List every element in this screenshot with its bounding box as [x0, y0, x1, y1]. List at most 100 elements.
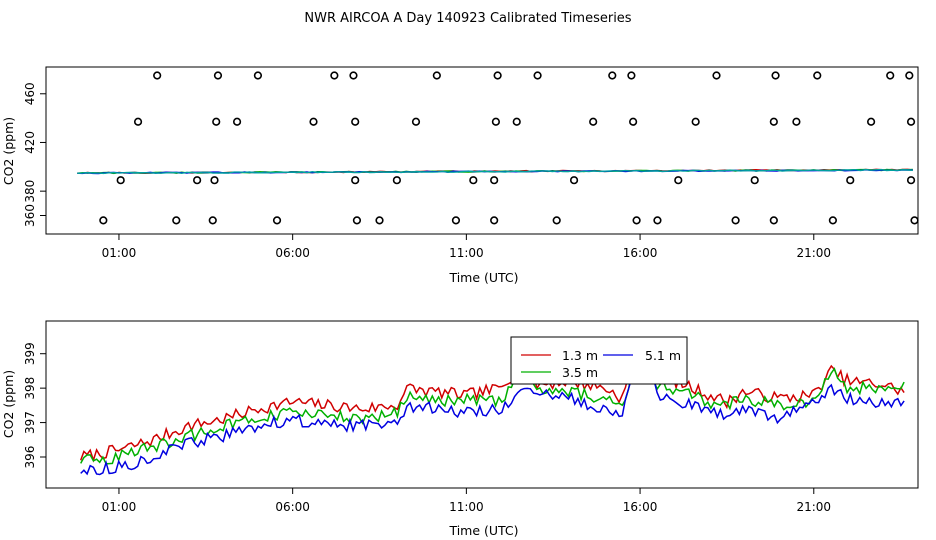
flagged-point: [552, 216, 561, 225]
flagged-point: [792, 117, 801, 126]
flagged-point: [349, 71, 358, 80]
series-line-5-1-m: [80, 346, 905, 476]
flagged-point: [213, 71, 223, 80]
flagged-point: [253, 71, 263, 80]
flagged-point: [750, 176, 759, 185]
y-tick-label: 360: [23, 204, 37, 227]
flagged-point: [153, 71, 162, 80]
series-line-1-3-m: [79, 336, 905, 463]
flagged-point: [133, 117, 143, 126]
flagged-point: [208, 216, 217, 225]
bottom-x-axis: 01:00 06:00 11:00 16:00 21:00: [102, 488, 831, 514]
series-line-reference: [77, 168, 913, 175]
flagged-point: [906, 117, 916, 126]
top-plot-frame: [45, 66, 919, 235]
flagged-point: [351, 176, 360, 185]
y-tick-label: 398: [23, 377, 37, 400]
x-tick-label: 06:00: [275, 246, 310, 260]
chart-title: NWR AIRCOA A Day 140923 Calibrated Times…: [304, 11, 631, 26]
bottom-plot-frame: [45, 320, 919, 489]
flagged-point: [469, 176, 478, 185]
series-line-3-5-m: [80, 339, 905, 465]
flagged-point: [828, 216, 837, 225]
top-x-axis-label: Time (UTC): [448, 270, 518, 285]
flagged-point: [813, 71, 822, 80]
flagged-point: [491, 117, 500, 126]
flagged-point: [712, 71, 721, 80]
x-tick-label: 21:00: [796, 246, 831, 260]
flagged-point: [232, 117, 242, 126]
y-tick-label: 396: [23, 446, 37, 469]
flagged-point: [99, 216, 108, 225]
legend: 1.3 m 5.1 m 3.5 m: [510, 336, 688, 385]
flagged-point: [490, 176, 499, 185]
y-tick-label: 460: [23, 82, 37, 105]
flagged-point: [172, 216, 181, 225]
y-tick-label: 397: [23, 411, 37, 434]
flagged-point: [691, 117, 700, 126]
flagged-point: [451, 216, 461, 225]
y-tick-label: 420: [23, 131, 37, 154]
flagged-point: [375, 216, 384, 225]
top-y-axis-label: CO2 (ppm): [1, 117, 16, 185]
flagged-point: [608, 71, 617, 80]
top-marks: [77, 71, 919, 225]
flagged-point: [731, 216, 740, 225]
flagged-point: [432, 71, 441, 80]
flagged-point: [886, 71, 895, 80]
flagged-point: [352, 216, 362, 225]
flagged-point: [392, 176, 401, 185]
flagged-point: [212, 117, 221, 126]
flagged-point: [627, 71, 636, 80]
flagged-point: [589, 117, 598, 126]
flagged-point: [866, 117, 876, 126]
x-tick-label: 06:00: [275, 500, 310, 514]
flagged-point: [629, 117, 638, 126]
x-tick-label: 11:00: [449, 246, 484, 260]
flagged-point: [846, 176, 855, 185]
flagged-point: [906, 176, 916, 185]
flagged-point: [512, 117, 521, 126]
x-tick-label: 11:00: [449, 500, 484, 514]
flagged-point: [533, 71, 542, 80]
x-tick-label: 16:00: [623, 500, 658, 514]
flagged-point: [653, 216, 662, 225]
bottom-y-axis-label: CO2 (ppm): [1, 370, 16, 438]
flagged-point: [193, 176, 202, 185]
legend-label-1-3m: 1.3 m: [562, 348, 598, 363]
flagged-point: [905, 71, 914, 80]
x-tick-label: 01:00: [102, 246, 137, 260]
flagged-point: [569, 176, 579, 185]
x-tick-label: 21:00: [796, 500, 831, 514]
y-tick-label: 380: [23, 180, 37, 203]
flagged-point: [490, 216, 499, 225]
legend-box: [510, 336, 688, 385]
flagged-point: [769, 117, 778, 126]
bottom-y-axis: 396 397 398 399: [23, 342, 46, 468]
flagged-point: [351, 117, 360, 126]
x-tick-label: 16:00: [623, 246, 658, 260]
flagged-point: [309, 117, 318, 126]
flagged-point: [771, 71, 780, 80]
bottom-marks: [79, 336, 905, 476]
bottom-x-axis-label: Time (UTC): [448, 523, 518, 538]
flagged-point: [674, 176, 683, 185]
legend-label-5-1m: 5.1 m: [645, 348, 681, 363]
x-tick-label: 01:00: [102, 500, 137, 514]
flagged-point: [493, 71, 502, 80]
flagged-point: [210, 176, 219, 185]
flagged-point: [411, 117, 421, 126]
flagged-point: [272, 216, 282, 225]
flagged-point: [910, 216, 919, 225]
flagged-point: [632, 216, 641, 225]
flagged-point: [330, 71, 339, 80]
flagged-point: [769, 216, 778, 225]
flagged-point: [116, 176, 125, 185]
bottom-panel: 01:00 06:00 11:00 16:00 21:00 396 397 398 399 T…: [1, 320, 919, 538]
y-tick-label: 399: [23, 342, 37, 365]
top-x-axis: 01:00 06:00 11:00 16:00 21:00: [102, 234, 831, 260]
legend-label-3-5m: 3.5 m: [562, 365, 598, 380]
